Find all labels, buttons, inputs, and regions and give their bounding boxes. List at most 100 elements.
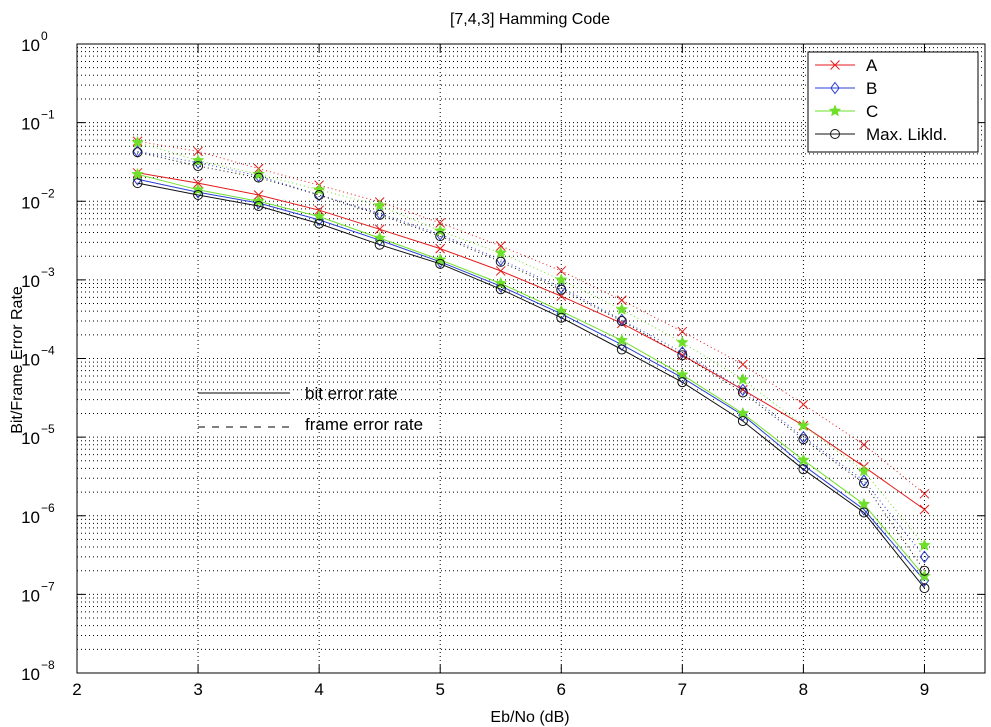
circle-marker: [677, 377, 688, 388]
legend-label: Max. Likld.: [866, 125, 947, 144]
y-tick-exponent: −1: [41, 108, 55, 122]
circle-marker: [435, 258, 446, 269]
x-marker: [919, 488, 930, 499]
circle-marker: [193, 190, 204, 201]
star-marker: [797, 418, 810, 432]
circle-marker: [798, 464, 809, 475]
y-tick-base: 10: [21, 115, 40, 134]
x-tick-label: 8: [799, 680, 808, 699]
legend-box: [807, 51, 979, 153]
y-tick-base: 10: [21, 508, 40, 527]
y-tick-label: 10 0: [21, 29, 48, 55]
legend-entry-max-likld: Max. Likld.: [815, 125, 947, 144]
circle-marker: [556, 284, 567, 295]
x-tick-labels: 2 3 4 5 6 7 8 9: [72, 680, 929, 699]
x-marker: [495, 266, 506, 276]
star-marker: [857, 464, 871, 477]
x-tick-label: 3: [193, 680, 202, 699]
star-marker: [433, 224, 447, 237]
circle-marker: [374, 239, 385, 250]
y-tick-base: 10: [21, 193, 40, 212]
x-tick-label: 5: [435, 680, 444, 699]
x-marker-stroke: [374, 224, 385, 235]
circle-marker: [253, 172, 264, 183]
x-tick-label: 9: [920, 680, 929, 699]
bit-error-rate-line-b: [137, 178, 925, 581]
y-tick-base: 10: [21, 586, 40, 605]
circle-marker: [798, 434, 809, 445]
circle-marker: [677, 350, 688, 361]
bit-error-rate-label: bit error rate: [305, 384, 398, 403]
star-marker: [131, 167, 144, 180]
circle-marker: [495, 256, 506, 267]
circle-marker: [132, 147, 143, 158]
x-marker-stroke: [495, 266, 506, 276]
y-tick-base: 10: [21, 351, 40, 370]
x-marker: [374, 224, 385, 235]
circle-marker: [314, 190, 325, 201]
x-marker-stroke: [495, 241, 506, 251]
y-tick-exponent: −2: [41, 186, 55, 200]
x-marker-stroke: [798, 399, 809, 410]
x-marker-stroke: [919, 488, 930, 499]
circle-marker: [435, 231, 446, 242]
circle-marker: [737, 416, 748, 427]
y-tick-label: 10 −3: [21, 265, 55, 291]
x-marker: [616, 295, 627, 306]
circle-marker: [616, 344, 627, 355]
circle-marker: [314, 218, 325, 229]
y-tick-exponent: 0: [41, 29, 48, 43]
diamond-marker: [738, 383, 748, 397]
x-marker-stroke: [919, 504, 930, 515]
star-marker: [554, 273, 568, 286]
diamond-marker: [859, 474, 869, 487]
x-marker: [677, 326, 688, 337]
legend-entry-b: B: [815, 79, 877, 98]
x-tick-label: 4: [314, 680, 323, 699]
y-tick-label: 10 −8: [21, 658, 55, 684]
frame-error-rate-label: frame error rate: [305, 415, 423, 434]
x-marker-stroke: [435, 218, 446, 228]
axes: [76, 43, 986, 674]
star-marker: [797, 453, 810, 466]
y-axis-label: Bit/Frame Error Rate: [9, 286, 26, 434]
circle-marker: [253, 201, 264, 212]
x-tick-label: 2: [72, 680, 81, 699]
legend-entry-c: C: [815, 102, 878, 121]
x-marker: [435, 243, 446, 254]
bit-error-rate-line-c: [137, 173, 925, 577]
x-marker: [556, 266, 567, 276]
x-marker-stroke: [193, 146, 203, 157]
chart-title: [7,4,3] Hamming Code: [450, 11, 610, 28]
legend: ABC Max. Likld.: [807, 51, 979, 153]
diamond-marker: [919, 550, 930, 564]
x-marker-stroke: [859, 439, 869, 450]
x-tick-label: 6: [557, 680, 566, 699]
circle-marker: [374, 209, 385, 220]
circle-marker: [616, 315, 627, 326]
circle-marker: [737, 387, 748, 398]
legend-label: B: [866, 79, 877, 98]
y-tick-base: 10: [21, 665, 40, 684]
bit-error-rate-line-a: [137, 172, 925, 510]
y-tick-label: 10 −6: [21, 501, 55, 527]
star-marker: [918, 538, 931, 551]
y-tick-exponent: −4: [41, 344, 55, 358]
x-marker: [435, 218, 446, 228]
x-marker-stroke: [616, 295, 627, 306]
star-marker: [131, 135, 144, 148]
x-tick-label: 7: [678, 680, 687, 699]
y-tick-exponent: −8: [41, 658, 55, 672]
diamond-marker: [830, 81, 840, 95]
diamond-marker: [677, 345, 688, 359]
star-marker: [676, 335, 689, 348]
star-marker: [615, 302, 629, 315]
legend-label: A: [866, 56, 878, 75]
x-marker-stroke: [677, 326, 688, 337]
y-tick-exponent: −7: [41, 579, 55, 593]
series-group: [131, 135, 931, 594]
x-marker: [616, 318, 627, 329]
star-marker: [554, 304, 568, 317]
